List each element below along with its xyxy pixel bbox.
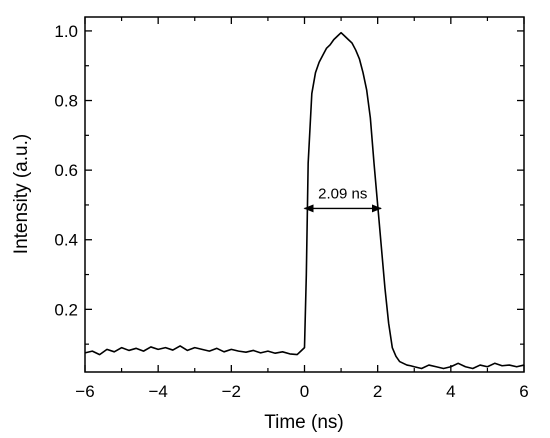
x-tick-label: −4	[148, 382, 167, 401]
fwhm-label-0: 2.09 ns	[318, 185, 367, 202]
x-tick-label: 4	[446, 382, 455, 401]
x-tick-label: 6	[519, 382, 528, 401]
x-axis-title: Time (ns)	[264, 412, 344, 433]
series-line-0	[84, 31, 525, 370]
axis-ticks	[84, 17, 525, 372]
x-tick-label: 2	[373, 382, 382, 401]
y-tick-label: 0.2	[54, 300, 78, 319]
y-tick-label: 1.0	[54, 22, 78, 41]
x-tick-label: −6	[75, 382, 94, 401]
annotation-group: 2.09 ns	[303, 185, 382, 213]
y-tick-label: 0.6	[54, 161, 78, 180]
y-axis-title: Intensity (a.u.)	[11, 134, 32, 254]
axis-tick-labels: −6 −4 −2 0 2 4 6 0.2 0.4 0.6 0.8 1.0	[54, 22, 528, 401]
x-tick-label: 0	[300, 382, 309, 401]
series-group	[84, 31, 525, 370]
x-tick-label: −2	[222, 382, 241, 401]
y-tick-label: 0.8	[54, 92, 78, 111]
y-tick-label: 0.4	[54, 231, 78, 250]
